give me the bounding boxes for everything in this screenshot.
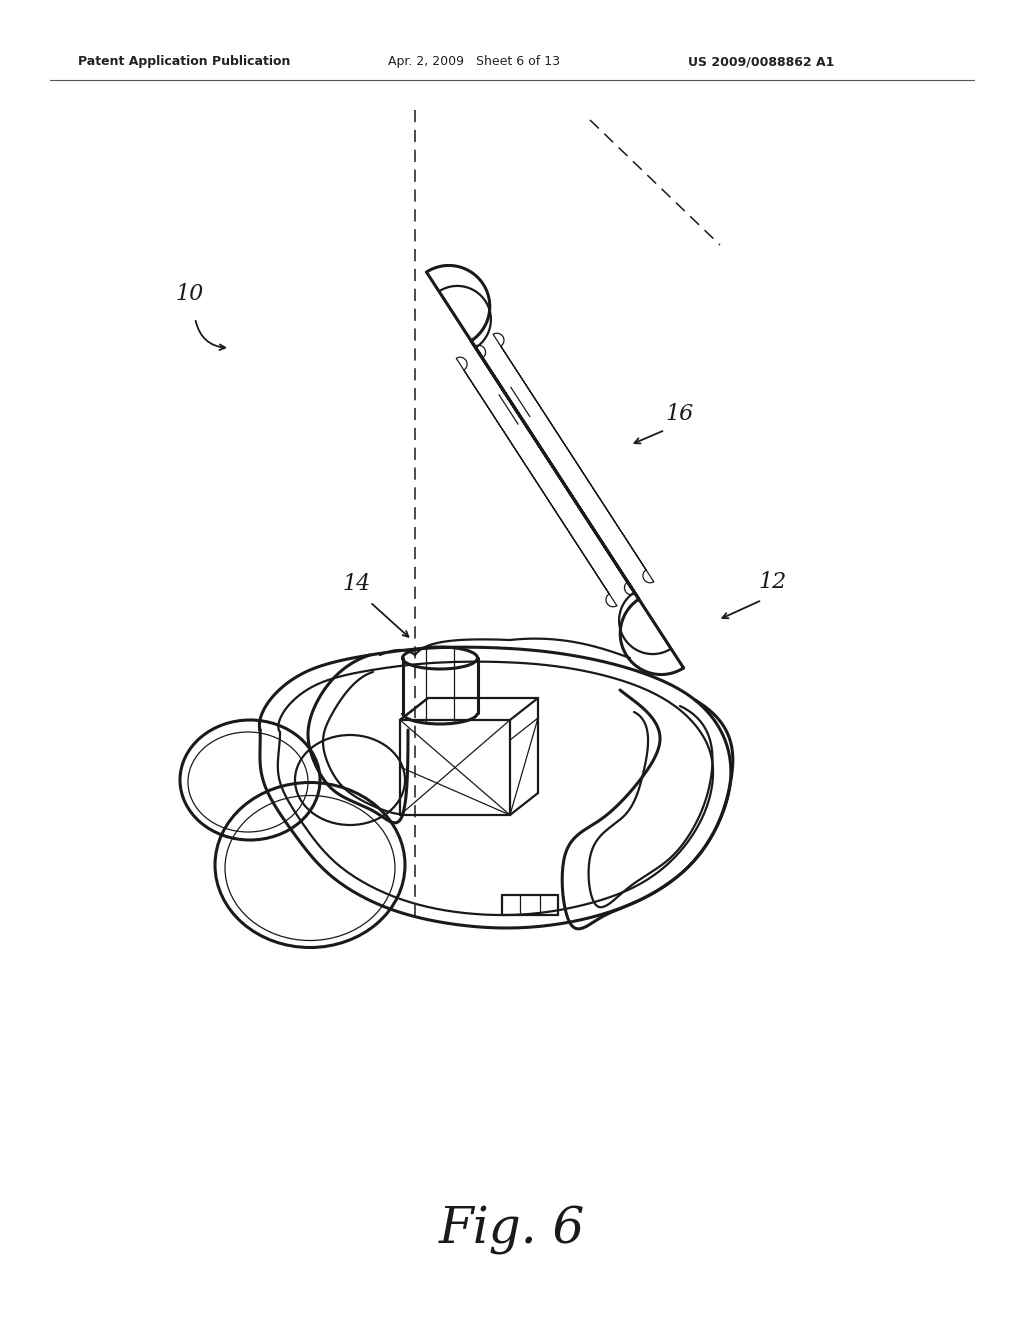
Text: 14: 14 — [342, 573, 371, 595]
Text: Patent Application Publication: Patent Application Publication — [78, 55, 291, 69]
Text: Apr. 2, 2009   Sheet 6 of 13: Apr. 2, 2009 Sheet 6 of 13 — [388, 55, 560, 69]
Text: 12: 12 — [758, 572, 786, 593]
Text: 10: 10 — [175, 282, 203, 305]
Text: Fig. 6: Fig. 6 — [439, 1205, 585, 1255]
Text: 16: 16 — [665, 403, 693, 425]
Text: US 2009/0088862 A1: US 2009/0088862 A1 — [688, 55, 835, 69]
